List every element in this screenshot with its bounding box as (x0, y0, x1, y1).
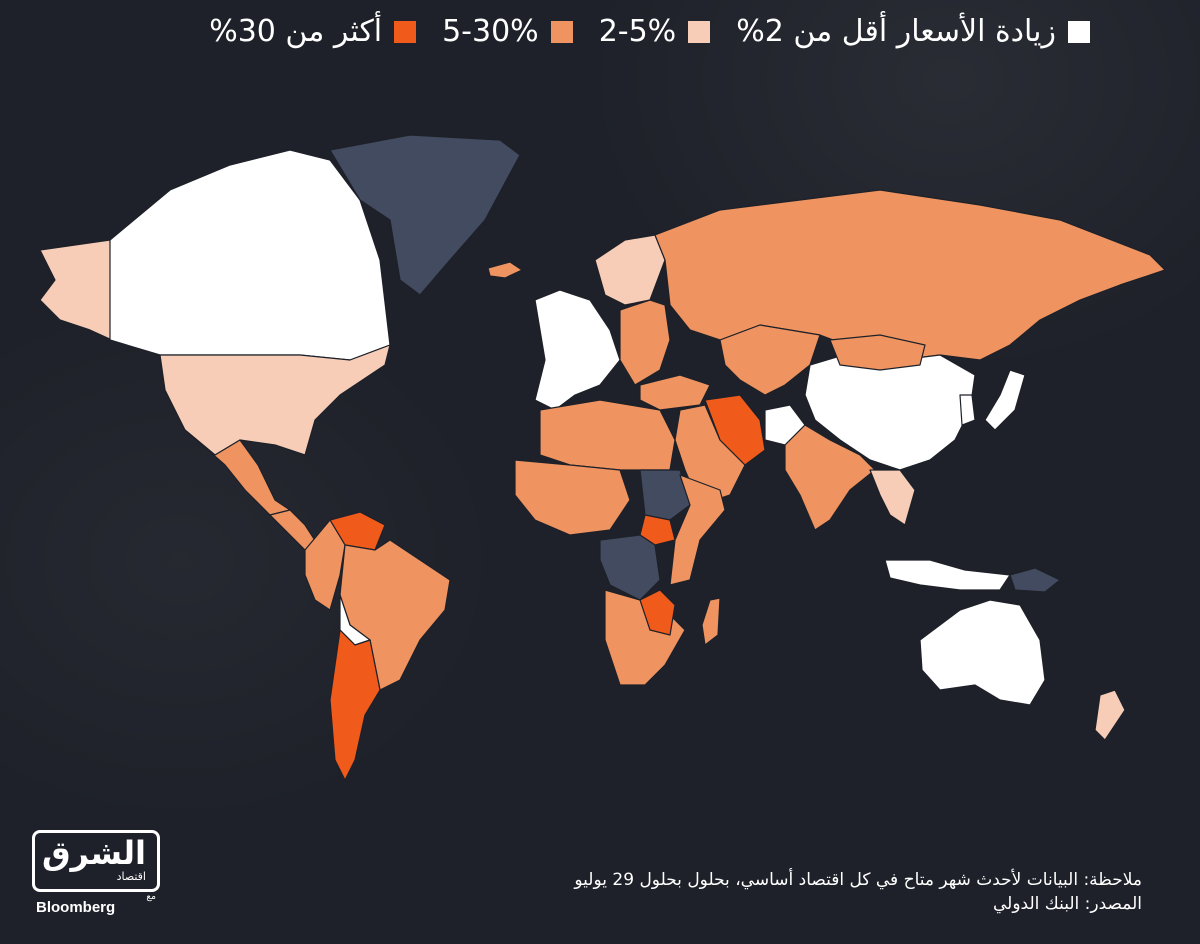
region-canada (109, 149, 391, 361)
region-new-zealand (1094, 689, 1126, 741)
logo-sub: اقتصاد (116, 870, 146, 883)
footnote: ملاحظة: البيانات لأحدث شهر متاح في كل اق… (574, 868, 1142, 916)
region-indonesia (884, 559, 1011, 591)
legend-item-2-5: 2-5% (599, 12, 711, 52)
region-west-africa (514, 459, 631, 536)
legend-swatch (1068, 21, 1090, 43)
region-sudan (639, 469, 691, 521)
region-madagascar (701, 597, 721, 646)
region-iceland (487, 261, 523, 279)
region-central-asia (719, 324, 821, 396)
region-southeast-asia (869, 469, 916, 526)
legend-item-over-30: أكثر من 30% (209, 12, 417, 52)
region-mongolia (829, 334, 926, 371)
logo-brand: الشرق (41, 834, 146, 872)
legend-item-under-2: زيادة الأسعار أقل من 2% (736, 12, 1090, 52)
region-iran (704, 394, 766, 466)
region-scandinavia (594, 234, 666, 306)
logo-partner: Bloomberg (36, 899, 116, 916)
logo-frame (32, 830, 160, 892)
footnote-source: المصدر: البنك الدولي (992, 894, 1142, 914)
legend-label: 5-30% (442, 14, 539, 49)
legend-swatch (688, 21, 711, 43)
logo-with: مع (146, 892, 156, 902)
region-japan (984, 369, 1026, 431)
region-argentina (329, 629, 381, 781)
region-north-africa (539, 399, 676, 471)
region-russia (654, 189, 1166, 361)
region-zambia-zimbabwe (639, 589, 676, 636)
asharq-bloomberg-logo: الشرق اقتصاد مع Bloomberg (32, 830, 160, 916)
region-south-america-north (304, 519, 346, 611)
region-turkey (639, 374, 711, 411)
region-korea (959, 394, 976, 426)
region-papua (1009, 567, 1061, 593)
region-western-europe (534, 289, 621, 411)
region-eastern-europe (619, 299, 671, 386)
region-india (784, 424, 876, 531)
region-alaska (39, 239, 113, 341)
region-east-africa (669, 474, 726, 586)
region-australia (919, 599, 1046, 706)
legend-swatch (394, 21, 417, 43)
legend-swatch (550, 21, 573, 43)
region-central-africa (599, 534, 661, 601)
region-south-sudan (639, 514, 676, 546)
legend: زيادة الأسعار أقل من 2% 2-5% 5-30% أكثر … (209, 12, 1090, 52)
legend-label: 2-5% (598, 14, 677, 49)
footnote-note: ملاحظة: البيانات لأحدث شهر متاح في كل اق… (574, 870, 1142, 890)
region-mexico (184, 429, 291, 516)
legend-item-5-30: 5-30% (442, 12, 573, 52)
legend-label: أكثر من 30% (209, 14, 383, 49)
region-greenland (329, 134, 521, 296)
legend-label: زيادة الأسعار أقل من 2% (736, 14, 1056, 49)
